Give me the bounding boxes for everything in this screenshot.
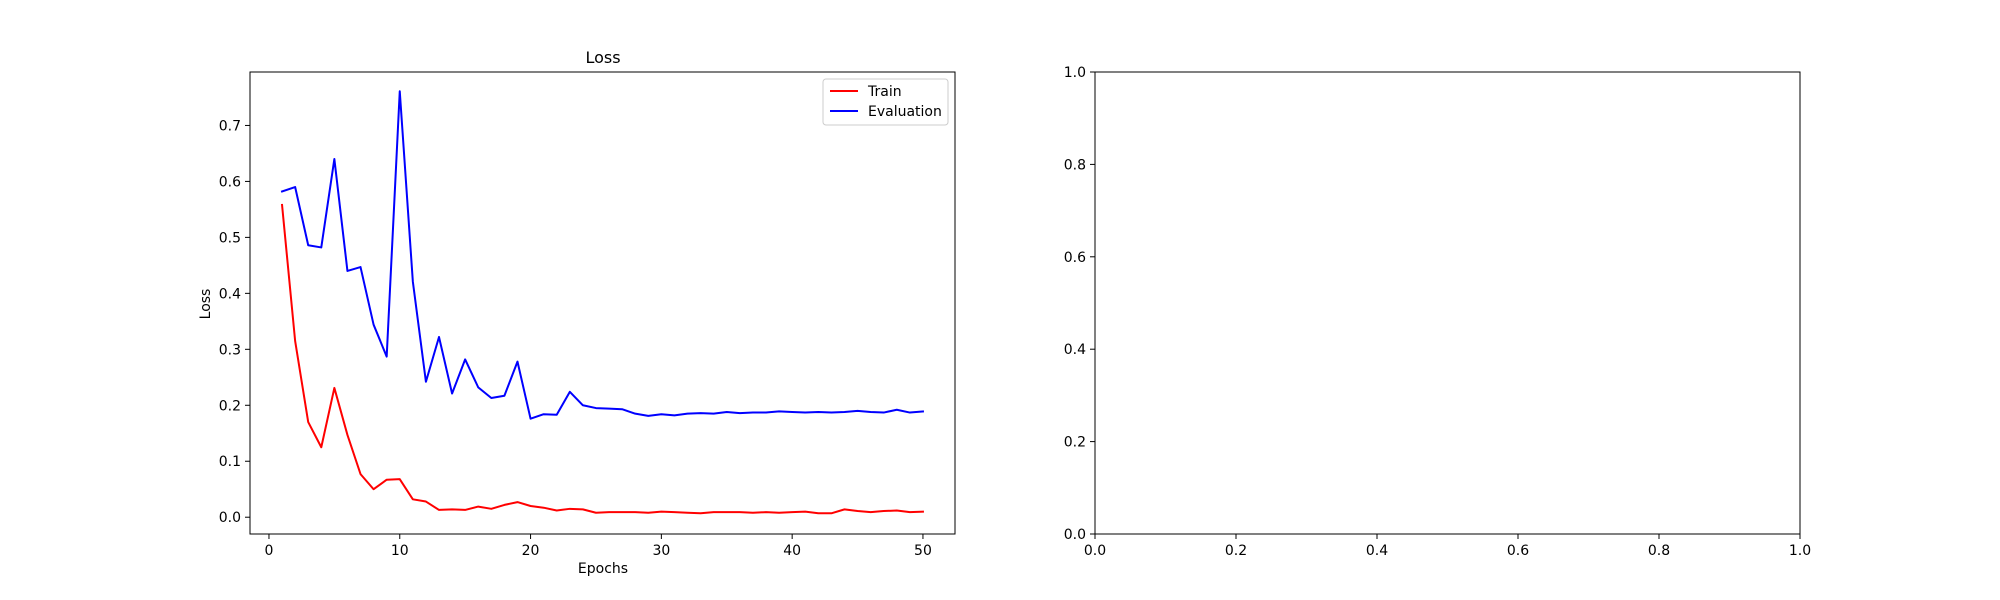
y-tick-label: 0.7: [219, 118, 241, 134]
loss-chart: Loss 0 10 20 30 40 50 0.00.10.20.30.40.50.60.…: [198, 48, 956, 577]
plot-frame: [249, 71, 956, 535]
y-tick-label: 0.2: [1064, 435, 1086, 451]
y-tick-label: 0.4: [1064, 342, 1086, 358]
x-tick-label: 10: [391, 543, 409, 559]
y-tick-label: 0.6: [1064, 250, 1086, 266]
series-lines: [280, 90, 925, 515]
x-tick-label: 0.6: [1507, 543, 1529, 559]
y-tick-label: 0.0: [1064, 527, 1086, 543]
legend-label-train: Train: [867, 84, 902, 100]
x-axis-title: Epochs: [578, 561, 628, 577]
y-tick-label: 0.3: [219, 342, 241, 358]
x-tick-label: 1.0: [1789, 543, 1811, 559]
y-axis-ticks: 0.0 0.1 0.2 0.3 0.4 0.5 0.6 0.7: [219, 118, 250, 526]
x-tick-label: 0.4: [1366, 543, 1388, 559]
x-tick-label: 30: [652, 543, 670, 559]
y-tick-label: 0.6: [219, 174, 241, 190]
x-tick-label: 50: [914, 543, 932, 559]
legend: Train Evaluation: [822, 78, 949, 126]
y-axis-ticks: 0.0 0.2 0.4 0.6 0.8 1.0: [1064, 65, 1095, 543]
plot-frame: [1094, 71, 1801, 535]
legend-label-evaluation: Evaluation: [868, 104, 942, 120]
series-line-evaluation: [280, 90, 925, 420]
y-axis-title: Loss: [198, 289, 214, 320]
y-tick-label: 0.2: [219, 398, 241, 414]
x-tick-label: 0.0: [1084, 543, 1106, 559]
chart-title: Loss: [585, 48, 620, 67]
series-line-train: [280, 203, 924, 515]
y-tick-label: 0.8: [1064, 157, 1086, 173]
x-tick-label: 20: [522, 543, 540, 559]
y-tick-label: 0.4: [219, 286, 241, 302]
x-tick-label: 0.8: [1648, 543, 1670, 559]
x-tick-label: 40: [783, 543, 801, 559]
x-axis-ticks: 0.0 0.2 0.4 0.6 0.8 1.0: [1084, 534, 1811, 559]
y-tick-label: 1.0: [1064, 65, 1086, 81]
empty-chart: 0.0 0.2 0.4 0.6 0.8 1.0 0.0 0.2 0.4 0.6 0.8 1.0: [1064, 65, 1811, 559]
x-tick-label: 0: [265, 543, 274, 559]
x-axis-ticks: 0 10 20 30 40 50: [265, 534, 932, 559]
y-tick-label: 0.0: [219, 510, 241, 526]
y-tick-label: 0.1: [219, 454, 241, 470]
x-tick-label: 0.2: [1225, 543, 1247, 559]
y-tick-label: 0.5: [219, 230, 241, 246]
